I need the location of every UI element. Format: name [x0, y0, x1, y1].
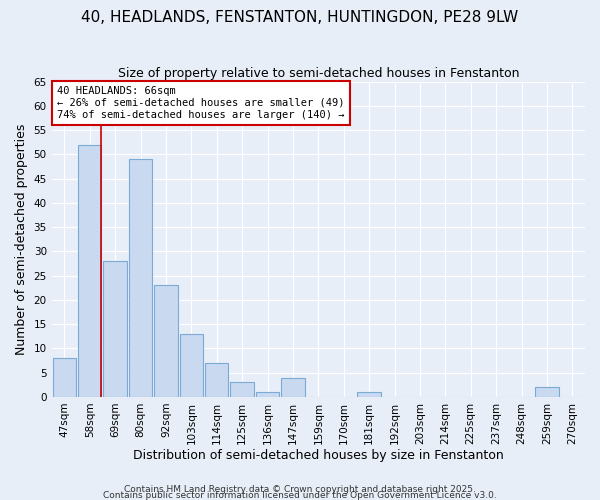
Y-axis label: Number of semi-detached properties: Number of semi-detached properties [15, 124, 28, 355]
Bar [154, 286, 178, 397]
Bar [281, 378, 305, 397]
Bar [179, 334, 203, 397]
Bar [205, 363, 229, 397]
Bar [230, 382, 254, 397]
Bar [129, 160, 152, 397]
X-axis label: Distribution of semi-detached houses by size in Fenstanton: Distribution of semi-detached houses by … [133, 450, 504, 462]
Text: Contains HM Land Registry data © Crown copyright and database right 2025.: Contains HM Land Registry data © Crown c… [124, 485, 476, 494]
Bar [103, 261, 127, 397]
Text: 40 HEADLANDS: 66sqm
← 26% of semi-detached houses are smaller (49)
74% of semi-d: 40 HEADLANDS: 66sqm ← 26% of semi-detach… [57, 86, 344, 120]
Bar [358, 392, 381, 397]
Title: Size of property relative to semi-detached houses in Fenstanton: Size of property relative to semi-detach… [118, 68, 519, 80]
Text: 40, HEADLANDS, FENSTANTON, HUNTINGDON, PE28 9LW: 40, HEADLANDS, FENSTANTON, HUNTINGDON, P… [82, 10, 518, 25]
Bar [535, 388, 559, 397]
Text: Contains public sector information licensed under the Open Government Licence v3: Contains public sector information licen… [103, 490, 497, 500]
Bar [53, 358, 76, 397]
Bar [256, 392, 279, 397]
Bar [78, 144, 101, 397]
